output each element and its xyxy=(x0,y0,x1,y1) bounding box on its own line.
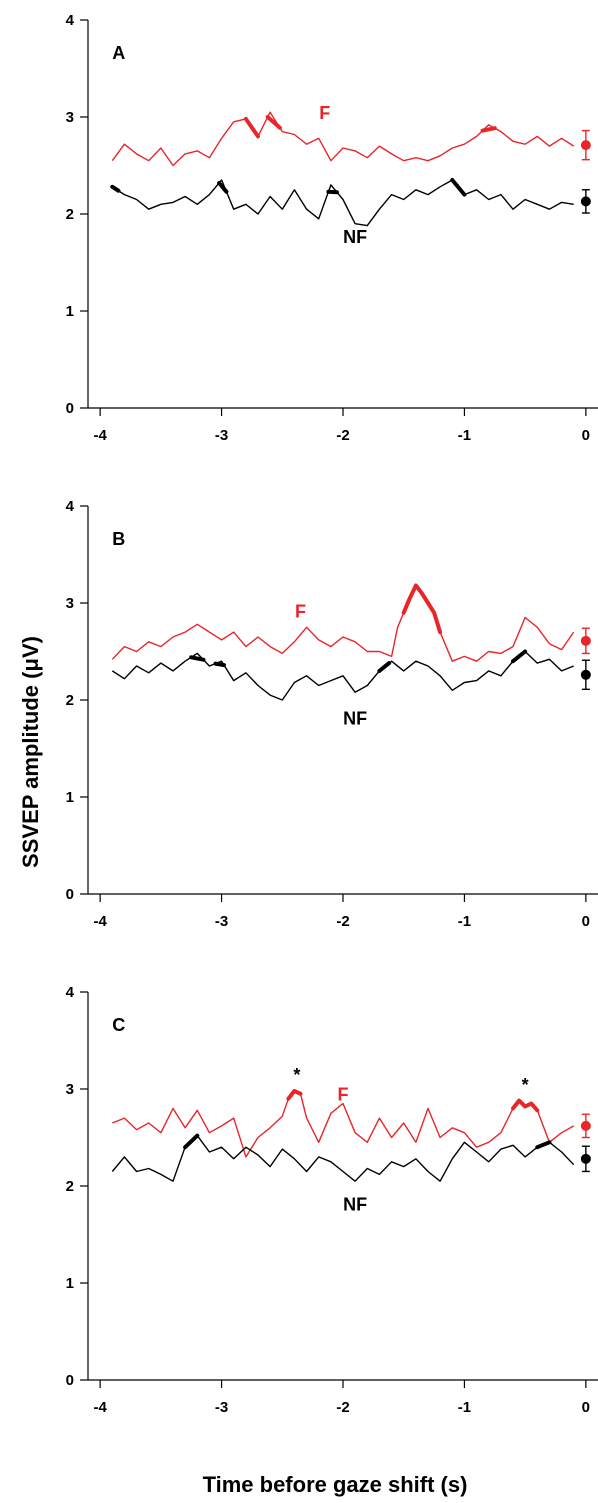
y-tick-label: 3 xyxy=(66,595,74,612)
significant-segment-nf xyxy=(450,178,467,197)
x-tick-label: -3 xyxy=(215,427,228,444)
significant-segment-f xyxy=(401,583,443,635)
y-tick-label: 3 xyxy=(66,1081,74,1098)
series-line-nf xyxy=(111,1134,575,1182)
y-tick-label: 4 xyxy=(66,12,75,29)
endpoint-marker-nf xyxy=(580,669,591,680)
significant-segment-nf xyxy=(511,649,528,664)
y-tick-label: 4 xyxy=(66,498,75,515)
series-line-nf xyxy=(111,650,574,701)
x-tick-label: -2 xyxy=(336,913,349,930)
x-tick-label: -2 xyxy=(336,1399,349,1416)
y-tick-label: 2 xyxy=(66,1178,74,1195)
significant-segment-nf xyxy=(110,184,121,193)
series-line-f xyxy=(111,584,575,662)
series-label-f: F xyxy=(295,602,306,622)
x-tick-label: 0 xyxy=(582,1399,590,1416)
significant-segment-f xyxy=(511,1098,540,1113)
series-label-f: F xyxy=(338,1085,349,1105)
significant-segment-nf xyxy=(535,1140,552,1150)
x-tick-label: -1 xyxy=(458,427,471,444)
panel-a: 0 1 2 3 4 -4 -3 -2 -1 0 A F NF xyxy=(66,12,598,444)
x-tick-label: -1 xyxy=(458,913,471,930)
y-tick-label: 0 xyxy=(66,1372,74,1389)
significant-segment-nf xyxy=(377,661,392,673)
significant-segment-f xyxy=(480,126,497,133)
significant-segment-f xyxy=(243,116,260,139)
x-tick-label: -1 xyxy=(458,1399,471,1416)
panel-b: 0 1 2 3 4 -4 -3 -2 -1 0 B F NF xyxy=(66,498,598,930)
significance-asterisk: * xyxy=(522,1075,529,1095)
significant-segment-f xyxy=(286,1088,303,1101)
endpoint-marker-nf xyxy=(580,1153,591,1164)
y-tick-label: 2 xyxy=(66,692,74,709)
significant-segment-nf xyxy=(213,661,226,668)
series-label-f: F xyxy=(319,103,330,123)
panel-c: 0 1 2 3 4 -4 -3 -2 -1 0 C F NF * * xyxy=(66,984,598,1416)
x-tick-label: 0 xyxy=(582,427,590,444)
series-label-nf: NF xyxy=(343,708,367,728)
y-tick-label: 1 xyxy=(66,789,74,806)
significant-segment-nf xyxy=(183,1133,200,1150)
endpoint-marker-nf xyxy=(580,196,591,207)
y-tick-label: 0 xyxy=(66,886,74,903)
x-tick-label: -4 xyxy=(93,427,107,444)
series-label-nf: NF xyxy=(343,227,367,247)
x-tick-label: -3 xyxy=(215,1399,228,1416)
series-label-nf: NF xyxy=(343,1194,367,1214)
y-tick-label: 3 xyxy=(66,109,74,126)
series-line-f xyxy=(111,111,575,167)
endpoint-marker-f xyxy=(580,1120,591,1131)
significant-segment-nf xyxy=(326,189,339,195)
x-axis-title: Time before gaze shift (s) xyxy=(203,1472,468,1497)
y-tick-label: 2 xyxy=(66,206,74,223)
y-tick-label: 0 xyxy=(66,400,74,417)
significant-segment-nf xyxy=(217,181,229,194)
significant-segment-nf xyxy=(189,655,206,662)
significance-asterisk: * xyxy=(293,1065,300,1085)
y-tick-label: 1 xyxy=(66,303,74,320)
endpoint-marker-f xyxy=(580,635,591,646)
series-line-nf xyxy=(111,179,574,227)
endpoint-marker-f xyxy=(580,140,591,151)
significant-segment-f xyxy=(265,115,282,130)
y-tick-label: 4 xyxy=(66,984,75,1001)
panel-label: C xyxy=(112,1015,125,1035)
x-tick-label: -4 xyxy=(93,913,107,930)
x-tick-label: -4 xyxy=(93,1399,107,1416)
panel-label: A xyxy=(112,43,125,63)
panel-label: B xyxy=(112,529,125,549)
x-tick-label: -3 xyxy=(215,913,228,930)
panels: 0 1 2 3 4 -4 -3 -2 -1 0 A F NF 0 1 2 3 4 -4 -3 -2 -1 0 B F NF 0 1 2 3… xyxy=(66,12,598,1416)
x-tick-label: -2 xyxy=(336,427,349,444)
x-tick-label: 0 xyxy=(582,913,590,930)
y-tick-label: 1 xyxy=(66,1275,74,1292)
y-axis-title: SSVEP amplitude (μV) xyxy=(18,636,43,868)
